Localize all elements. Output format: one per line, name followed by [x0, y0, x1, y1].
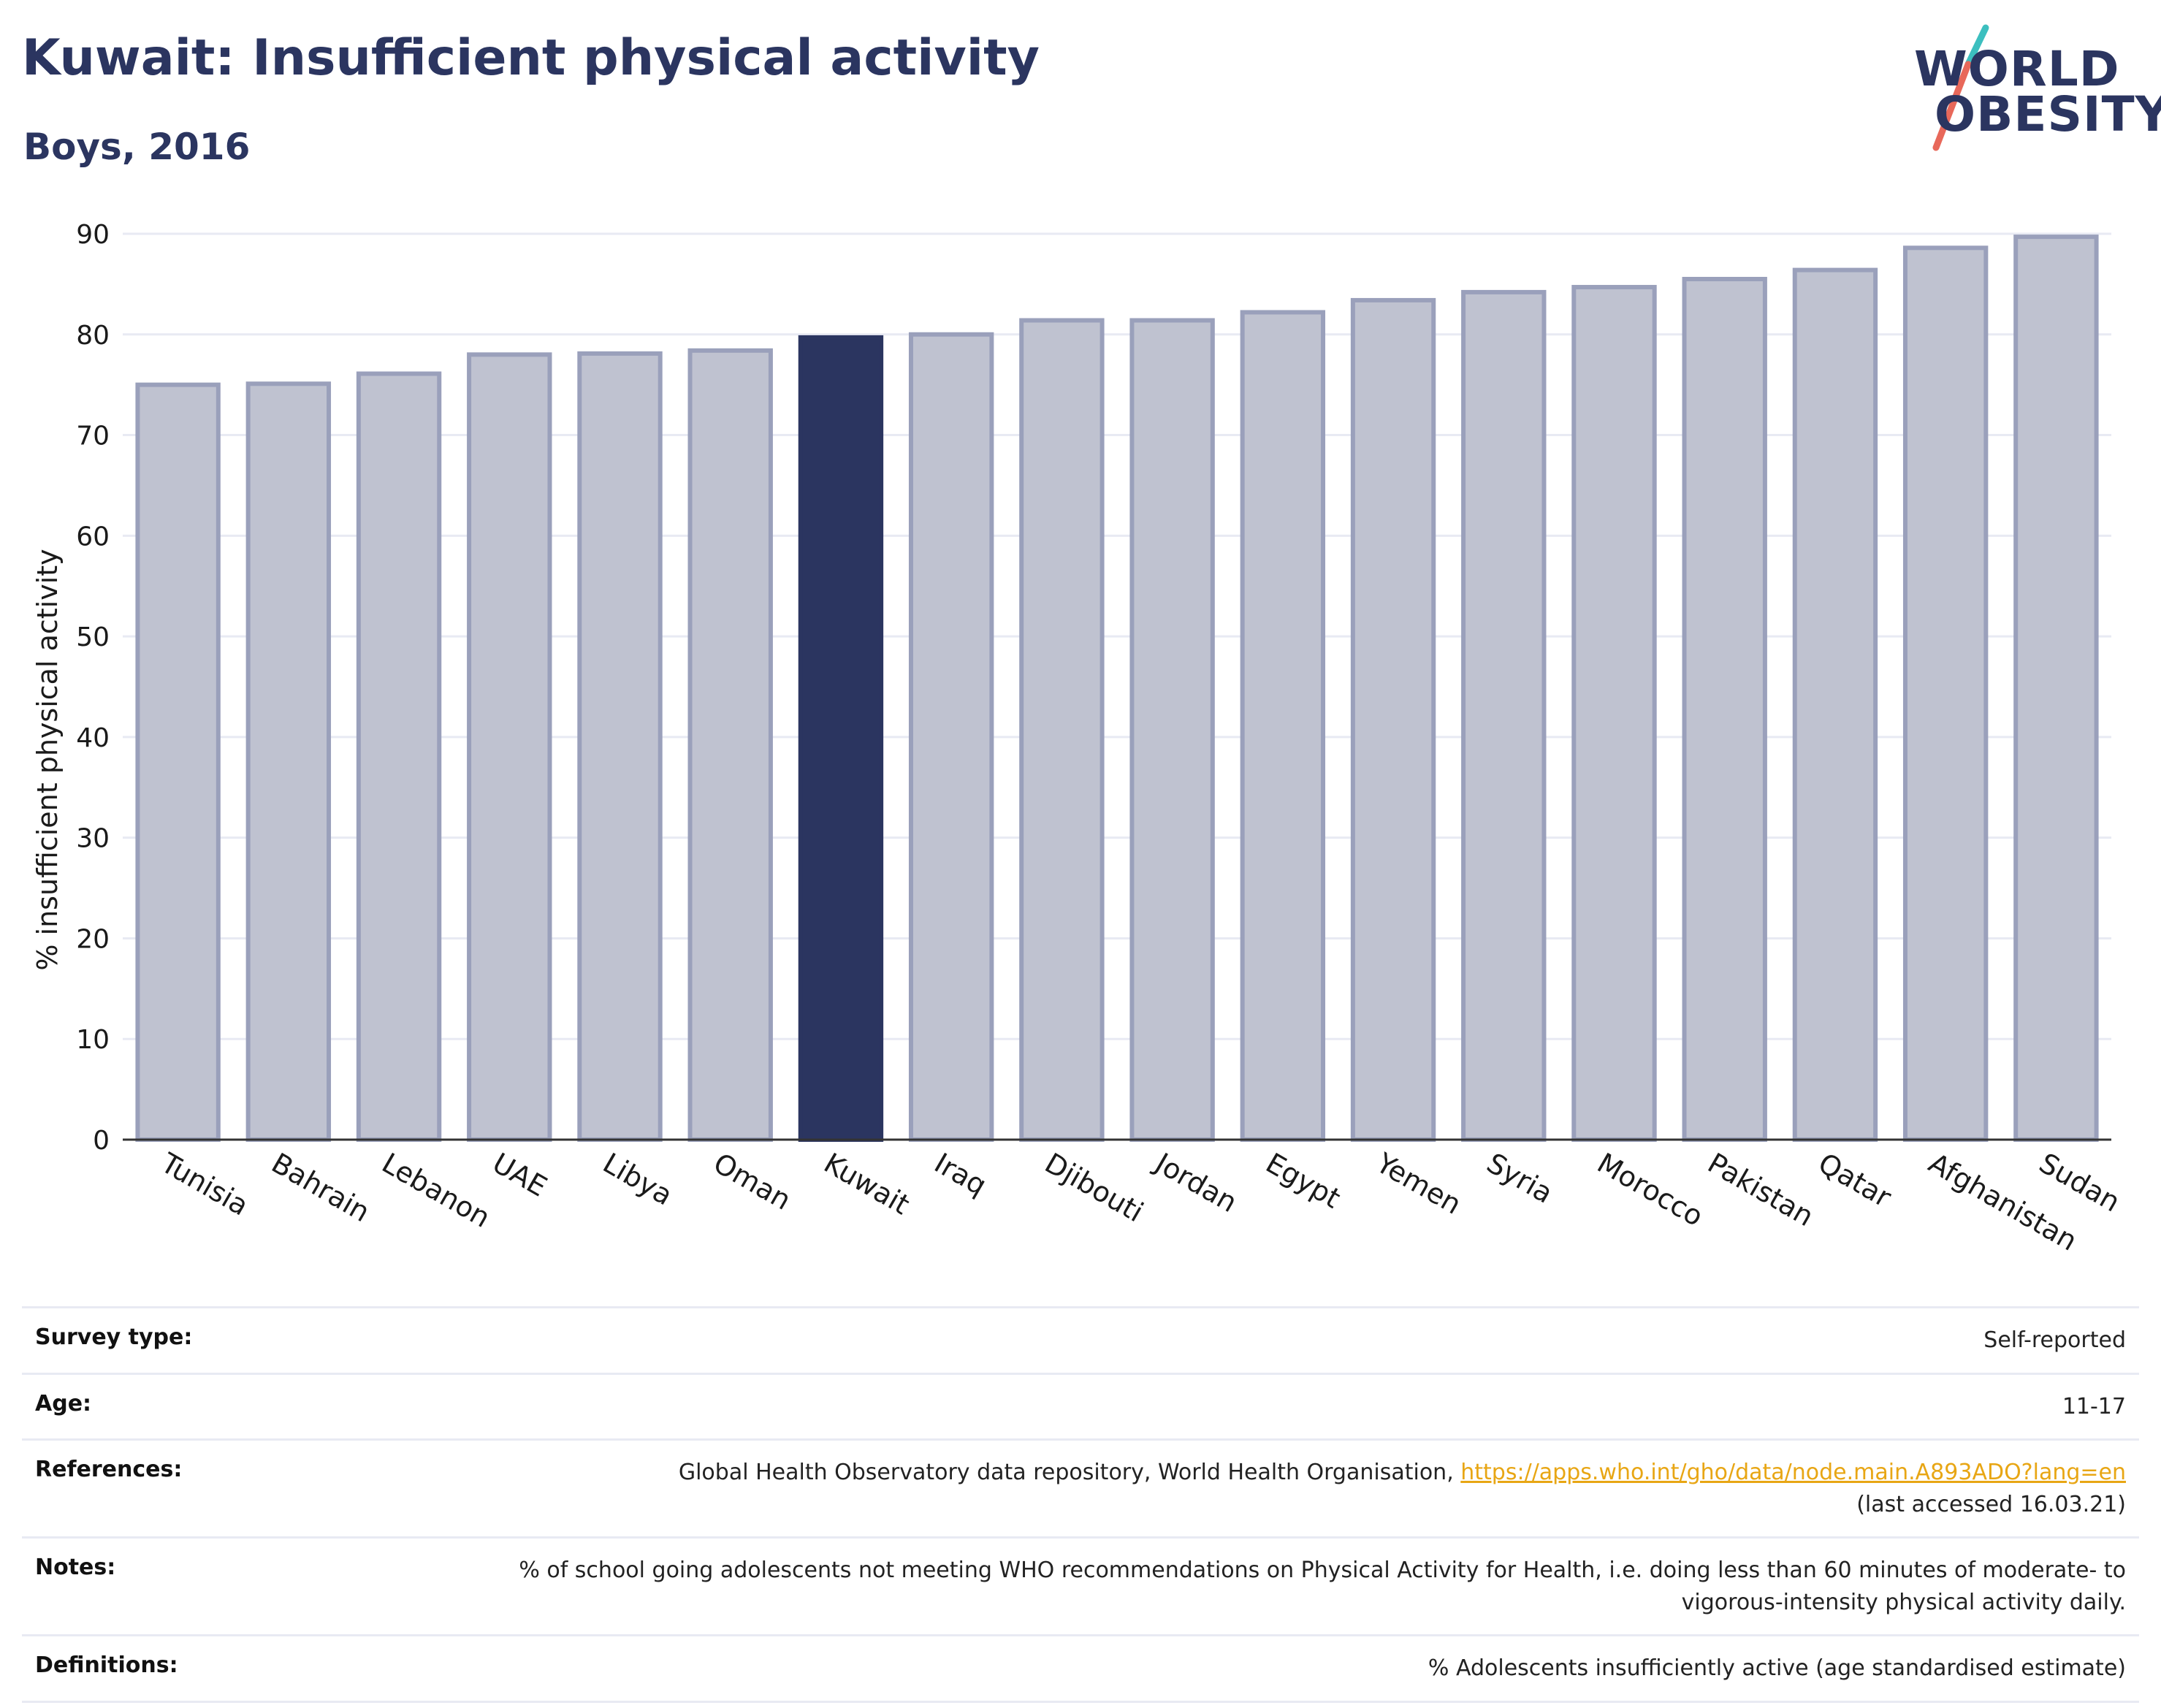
chart-title: Kuwait: Insufficient physical activity [22, 29, 1040, 87]
info-label: Survey type: [22, 1306, 413, 1375]
info-row-survey-type: Survey type: Self-reported [22, 1306, 2139, 1375]
bar-tunisia [135, 382, 221, 1143]
bar-afghanistan [1902, 245, 1989, 1142]
bar-egypt [1240, 310, 1326, 1142]
y-tick-label: 0 [93, 1126, 110, 1156]
info-row-definitions: Definitions: % Adolescents insufficientl… [22, 1634, 2139, 1703]
info-value: Global Health Observatory data repositor… [413, 1438, 2139, 1539]
info-label: Definitions: [22, 1634, 413, 1703]
y-tick-label: 70 [76, 422, 110, 451]
world-obesity-logo: WORLD OBESITY [1899, 22, 2161, 153]
y-tick-label: 40 [76, 723, 110, 753]
x-tick-label: Oman [708, 1147, 796, 1216]
info-row-age: Age: 11-17 [22, 1372, 2139, 1441]
reference-text: Global Health Observatory data repositor… [678, 1460, 1461, 1485]
bar-libya [577, 351, 663, 1142]
x-tick-label: Djibouti [1040, 1147, 1149, 1229]
info-table: Survey type: Self-reported Age: 11-17 Re… [22, 1306, 2139, 1703]
x-tick-label: Egypt [1260, 1147, 1346, 1215]
x-tick-label: Lebanon [377, 1147, 496, 1234]
info-label: References: [22, 1438, 413, 1539]
bar-oman [687, 348, 773, 1142]
chart-subtitle: Boys, 2016 [23, 126, 251, 168]
bar-yemen [1350, 297, 1436, 1142]
y-tick-label: 10 [76, 1025, 110, 1055]
bar-iraq [908, 332, 994, 1142]
info-row-references: References: Global Health Observatory da… [22, 1438, 2139, 1539]
logo-slash-icon [1932, 24, 1989, 151]
x-tick-label: Morocco [1592, 1147, 1709, 1233]
x-tick-label: Libya [598, 1147, 678, 1212]
info-value: % Adolescents insufficiently active (age… [413, 1634, 2139, 1703]
info-label: Age: [22, 1372, 413, 1441]
x-tick-label: UAE [487, 1147, 552, 1203]
x-tick-label: Syria [1482, 1147, 1558, 1210]
x-tick-label: Qatar [1813, 1147, 1897, 1214]
info-value: 11-17 [413, 1372, 2139, 1441]
x-tick-label: Bahrain [266, 1147, 375, 1229]
info-value: Self-reported [413, 1306, 2139, 1375]
logo-word-obesity: OBESITY [1935, 86, 2161, 142]
bar-qatar [1792, 267, 1878, 1143]
bar-syria [1461, 289, 1547, 1142]
info-row-notes: Notes: % of school going adolescents not… [22, 1536, 2139, 1636]
bar-jordan [1129, 318, 1215, 1142]
bar-uae [467, 352, 552, 1142]
grid-lines [123, 232, 2111, 1040]
x-tick-label: Kuwait [818, 1147, 915, 1221]
x-tick-label: Jordan [1148, 1146, 1242, 1219]
y-axis-label: % insufficient physical activity [31, 549, 64, 970]
reference-link[interactable]: https://apps.who.int/gho/data/node.main.… [1460, 1460, 2126, 1485]
y-tick-label: 50 [76, 622, 110, 652]
bar-pakistan [1682, 277, 1767, 1142]
logo-word-world: WORLD [1914, 41, 2120, 97]
info-value: % of school going adolescents not meetin… [413, 1536, 2139, 1636]
reference-accessed: (last accessed 16.03.21) [1856, 1491, 2126, 1517]
y-tick-label: 80 [76, 321, 110, 351]
y-tick-label: 20 [76, 924, 110, 954]
bar-morocco [1571, 285, 1657, 1143]
x-tick-label: Tunisia [155, 1146, 254, 1222]
y-tick-label: 30 [76, 824, 110, 854]
x-tick-label: Pakistan [1702, 1147, 1819, 1233]
x-tick-label: Sudan [2034, 1147, 2126, 1219]
info-label: Notes: [22, 1536, 413, 1636]
bars [135, 235, 2099, 1143]
bar-bahrain [245, 381, 332, 1142]
bar-lebanon [356, 371, 442, 1142]
bar-djibouti [1019, 318, 1105, 1142]
x-tick-label: Iraq [929, 1147, 992, 1202]
bar-sudan [2013, 235, 2099, 1143]
y-tick-label: 90 [76, 220, 110, 250]
x-tick-label: Yemen [1371, 1146, 1467, 1221]
y-tick-label: 60 [76, 522, 110, 552]
bar-chart: 0 10 20 30 40 50 60 70 80 90 Tunisia Bahrain Lebanon… [31, 220, 2126, 1257]
bar-kuwait [798, 335, 884, 1142]
